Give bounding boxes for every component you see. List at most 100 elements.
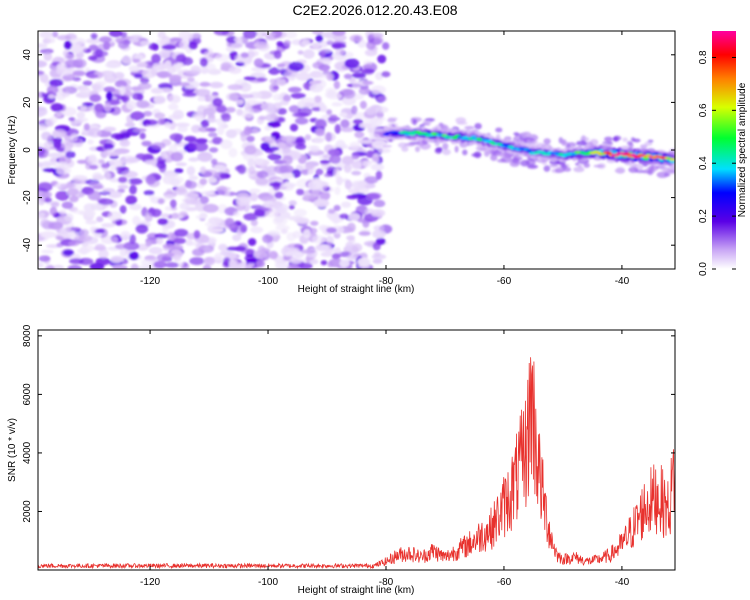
noise-blob	[177, 262, 185, 267]
noise-blob	[106, 91, 113, 102]
noise-blob	[213, 31, 230, 36]
noise-blob	[139, 132, 146, 140]
noise-blob	[255, 31, 266, 38]
noise-blob	[335, 48, 346, 56]
noise-blob	[372, 229, 386, 239]
noise-blob	[222, 257, 231, 267]
noise-blob	[70, 37, 86, 46]
noise-blob	[48, 221, 64, 230]
noise-blob	[339, 112, 348, 117]
noise-blob	[164, 206, 173, 211]
noise-blob	[351, 181, 366, 190]
noise-blob	[103, 143, 115, 150]
noise-blob	[183, 80, 200, 89]
noise-blob	[339, 213, 349, 219]
noise-blob	[53, 141, 62, 149]
noise-blob	[174, 228, 189, 237]
noise-blob	[94, 103, 104, 113]
noise-blob	[233, 211, 241, 217]
colorbar-tick-label: 0.4	[698, 156, 709, 170]
noise-blob	[264, 200, 274, 206]
ridge-halo	[669, 165, 675, 169]
noise-blob	[217, 125, 225, 136]
noise-blob	[58, 209, 67, 216]
noise-blob	[305, 163, 314, 170]
noise-blob	[312, 31, 324, 35]
noise-blob	[261, 196, 277, 203]
noise-blob	[115, 243, 128, 250]
noise-blob	[38, 146, 46, 156]
noise-blob	[172, 109, 184, 120]
snr-frame	[37, 329, 676, 571]
noise-blob	[55, 110, 63, 118]
noise-blob	[109, 159, 122, 166]
noise-blob	[240, 224, 247, 234]
noise-blob	[135, 100, 150, 109]
ridge-halo	[532, 139, 538, 145]
noise-blob	[351, 243, 363, 253]
noise-blob	[129, 184, 137, 195]
noise-blob	[98, 191, 111, 196]
noise-blob	[118, 40, 130, 49]
noise-blob	[341, 144, 349, 149]
noise-blob	[357, 39, 367, 48]
noise-blob	[143, 190, 155, 196]
noise-blob	[136, 243, 149, 251]
noise-blob	[362, 64, 374, 70]
noise-blob	[105, 61, 120, 69]
ridge-halo	[512, 160, 522, 165]
noise-blob	[227, 84, 243, 91]
heatmap-x-axis-label: Height of straight line (km)	[298, 284, 415, 295]
ridge-halo	[573, 166, 585, 173]
noise-blob	[212, 97, 223, 107]
noise-blob	[139, 40, 151, 46]
noise-blob	[301, 39, 311, 46]
noise-blob	[342, 96, 356, 106]
noise-blob	[198, 245, 215, 253]
noise-blob	[325, 248, 335, 253]
noise-blob	[133, 73, 143, 79]
noise-blob	[164, 60, 172, 70]
ridge-cell	[409, 133, 416, 136]
noise-blob	[344, 179, 352, 190]
ridge-halo	[567, 142, 577, 148]
noise-blob	[351, 105, 358, 115]
noise-blob	[288, 247, 300, 253]
ridge-halo	[656, 171, 669, 178]
noise-blob	[108, 191, 122, 199]
noise-blob	[123, 241, 140, 251]
noise-blob	[187, 77, 195, 82]
noise-blob	[365, 107, 376, 115]
ridge-halo	[397, 142, 407, 148]
noise-blob	[327, 208, 336, 214]
colorbar-ticks: 0.0 0.2 0.4 0.6 0.8	[698, 50, 736, 276]
noise-blob	[326, 73, 334, 81]
snr-x-tick-label: -80	[379, 577, 394, 588]
noise-blob	[288, 86, 302, 93]
noise-blob	[253, 250, 267, 259]
noise-blob	[170, 199, 177, 209]
noise-blob	[98, 249, 109, 259]
noise-blob	[38, 107, 48, 117]
noise-blob	[295, 138, 304, 144]
noise-blob	[347, 222, 356, 233]
noise-blob	[57, 34, 71, 41]
noise-blob	[312, 235, 326, 244]
noise-blob	[319, 159, 331, 164]
noise-blob	[119, 139, 131, 147]
ridge-halo	[563, 167, 572, 172]
noise-blob	[153, 260, 167, 269]
noise-blob	[251, 128, 259, 133]
noise-blob	[357, 257, 371, 267]
noise-blob	[256, 77, 268, 82]
noise-blob	[329, 114, 338, 119]
ridge-halo	[442, 149, 451, 156]
noise-blob	[107, 211, 122, 222]
noise-blob	[132, 58, 141, 63]
noise-blob	[315, 118, 327, 129]
noise-blob	[351, 152, 360, 160]
noise-blob	[208, 177, 217, 183]
heatmap-x-tick-label: -80	[379, 276, 394, 287]
noise-blob	[128, 38, 140, 43]
noise-blob	[246, 51, 255, 59]
